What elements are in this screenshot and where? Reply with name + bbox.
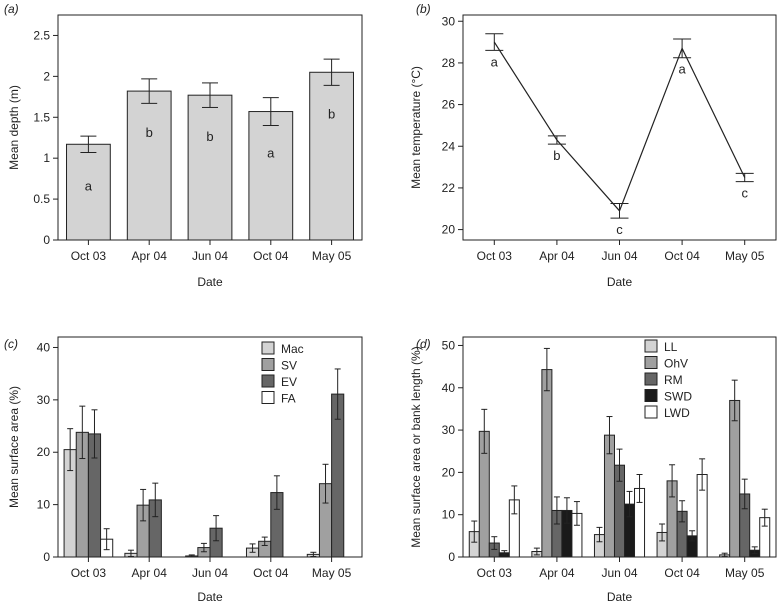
panel-c-legend-swatch — [261, 374, 275, 388]
panel-b-ytick-label: 20 — [442, 223, 456, 237]
panel-b-sig-letter: c — [741, 186, 748, 201]
panel-a-x-axis-title: Date — [197, 275, 223, 289]
panel-d-legend-swatch — [644, 372, 658, 386]
panel-d-xtick-label: May 05 — [725, 566, 765, 580]
panel-d-legend-swatch — [644, 356, 658, 369]
panel-b-sig-letter: b — [553, 148, 560, 163]
panel-c-legend-label: FA — [281, 392, 296, 406]
panel-a-bar — [66, 143, 111, 241]
panel-c-xtick-label: Jun 04 — [192, 566, 228, 580]
panel-a-bar — [309, 71, 354, 241]
panel-c-label: (c) — [4, 337, 18, 351]
panel-a-sig-letter: a — [85, 178, 93, 193]
panel-c-xtick-label: Apr 04 — [132, 566, 168, 580]
panel-b-x-axis-title: Date — [607, 275, 633, 289]
panel-a-xtick-label: Jun 04 — [192, 249, 228, 263]
panel-b-y-axis-title: Mean temperature (°C) — [409, 66, 423, 189]
panel-c-legend-swatch — [261, 358, 275, 371]
panel-c-x-axis-title: Date — [197, 590, 223, 604]
panel-c-xtick-label: Oct 04 — [253, 566, 289, 580]
panel-a-ytick-label: 1 — [43, 151, 50, 165]
panel-a-sig-letter: b — [328, 106, 335, 121]
panel-d-y-axis-title: Mean surface area or bank length (%) — [409, 346, 423, 547]
panel-a-xtick-label: May 05 — [312, 249, 352, 263]
panel-a-ytick-label: 0 — [43, 233, 50, 247]
panel-c-legend-label: EV — [281, 375, 297, 389]
panel-b-ytick-label: 30 — [442, 14, 456, 28]
panel-d-ytick-label: 20 — [442, 465, 456, 479]
panel-c-legend-label: Mac — [281, 342, 304, 356]
panel-b-ytick-label: 26 — [442, 98, 456, 112]
panel-d-xtick-label: Apr 04 — [539, 566, 575, 580]
panel-d-ytick-label: 0 — [448, 550, 455, 564]
panel-c-plot-frame — [57, 336, 363, 558]
panel-a-sig-letter: b — [146, 125, 153, 140]
panel-b-ytick-label: 22 — [442, 181, 456, 195]
panel-b-xtick-label: Jun 04 — [601, 249, 637, 263]
panel-d-label: (d) — [416, 337, 431, 351]
panel-c-ytick-label: 10 — [37, 498, 51, 512]
panel-a-y-axis-title: Mean depth (m) — [7, 85, 21, 170]
panel-a-bar — [248, 111, 294, 241]
panel-d-x-axis-title: Date — [607, 590, 633, 604]
panel-d-bar-ohv — [729, 399, 741, 558]
panel-b-ytick-label: 28 — [442, 56, 456, 70]
panel-b-label: (b) — [416, 2, 431, 16]
panel-d-ytick-label: 10 — [442, 508, 456, 522]
panel-a-ytick-label: 0.5 — [33, 192, 50, 206]
panel-d-legend-label: LL — [664, 340, 678, 354]
panel-d-legend-swatch — [644, 405, 658, 419]
panel-d-legend-label: OhV — [664, 357, 688, 371]
panel-d-legend-swatch — [644, 339, 658, 353]
panel-d-xtick-label: Oct 03 — [477, 566, 513, 580]
panel-d-ytick-label: 50 — [442, 338, 456, 352]
panel-a-xtick-label: Oct 04 — [253, 249, 289, 263]
panel-c-ytick-label: 40 — [37, 340, 51, 354]
panel-b-sig-letter: a — [491, 54, 499, 69]
panel-b-sig-letter: a — [678, 62, 686, 77]
panel-c-y-axis-title: Mean surface area (%) — [7, 386, 21, 508]
panel-d-ytick-label: 40 — [442, 381, 456, 395]
panel-a-ytick-label: 1.5 — [33, 110, 50, 124]
panel-d-ytick-label: 30 — [442, 423, 456, 437]
panel-b-ytick-label: 24 — [442, 139, 456, 153]
panel-a-sig-letter: b — [206, 129, 213, 144]
panel-d-legend-label: RM — [664, 373, 683, 387]
panel-b-xtick-label: Oct 04 — [664, 249, 700, 263]
panel-a-xtick-label: Oct 03 — [71, 249, 107, 263]
panel-d-xtick-label: Jun 04 — [601, 566, 637, 580]
panel-c-ytick-label: 0 — [43, 550, 50, 564]
panel-c-xtick-label: Oct 03 — [71, 566, 107, 580]
panel-a-sig-letter: a — [267, 146, 275, 161]
panel-b-sig-letter: c — [616, 222, 623, 237]
panel-c-xtick-label: May 05 — [312, 566, 352, 580]
panel-a-bar — [126, 90, 172, 241]
panel-a-label: (a) — [4, 2, 19, 16]
panel-d-legend-swatch — [644, 389, 658, 402]
panel-b-series-line — [493, 41, 746, 212]
panel-a-xtick-label: Apr 04 — [132, 249, 168, 263]
panel-c-legend-swatch — [261, 391, 275, 404]
panel-b-xtick-label: Apr 04 — [539, 249, 575, 263]
panel-c-legend-label: SV — [281, 359, 297, 373]
panel-a-bar — [187, 94, 233, 241]
panel-d-legend-label: SWD — [664, 390, 692, 404]
panel-d-bar-ohv — [541, 369, 553, 558]
panel-c-legend-swatch — [261, 341, 275, 355]
panel-d-legend-label: LWD — [664, 406, 690, 420]
panel-b-xtick-label: May 05 — [725, 249, 765, 263]
panel-a-ytick-label: 2.5 — [33, 28, 50, 42]
panel-c-ytick-label: 30 — [37, 393, 51, 407]
panel-d-xtick-label: Oct 04 — [664, 566, 700, 580]
panel-a-ytick-label: 2 — [43, 69, 50, 83]
panel-c-ytick-label: 20 — [37, 445, 51, 459]
panel-b-xtick-label: Oct 03 — [477, 249, 513, 263]
